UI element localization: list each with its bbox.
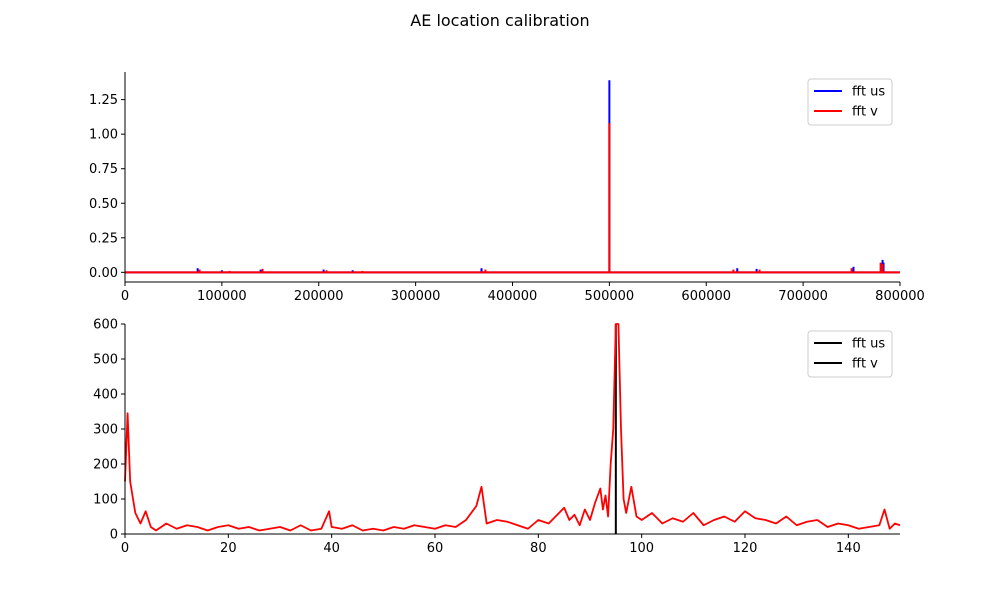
bottom-x-tick-label: 0 [121, 541, 129, 556]
bottom-y-tick-label: 100 [93, 493, 118, 508]
bottom-x-tick-label: 40 [323, 541, 340, 556]
top-x-tick-label: 300000 [391, 289, 441, 304]
top-chart-panel: 0 100000 200000 300000 400000 500000 600000 700… [89, 72, 925, 304]
top-y-tick-label: 0.75 [89, 162, 118, 177]
bottom-legend-label: fft us [852, 337, 885, 352]
top-x-tick-label: 800000 [875, 289, 925, 304]
top-y-tick-label: 0.25 [89, 231, 118, 246]
top-y-tick-label: 0.50 [89, 197, 118, 212]
top-y-tick-label: 1.25 [89, 93, 118, 108]
bottom-series-fft-v [124, 323, 901, 532]
bottom-series-line [124, 323, 901, 532]
bottom-x-tick-label: 80 [530, 541, 547, 556]
top-series-fft-v [125, 123, 900, 274]
bottom-y-tick-label: 200 [93, 458, 118, 473]
top-x-tick-label: 400000 [488, 289, 538, 304]
top-y-tick-label: 1.00 [89, 128, 118, 143]
top-y-tick-label: 0.00 [89, 266, 118, 281]
top-legend: fft us fft v [807, 78, 893, 126]
bottom-x-tick-label: 60 [427, 541, 444, 556]
top-legend-label: fft us [852, 85, 885, 100]
bottom-y-tick-label: 600 [93, 318, 118, 333]
top-x-tick-label: 500000 [585, 289, 635, 304]
top-legend-label: fft v [852, 105, 878, 120]
bottom-x-tick-label: 140 [836, 541, 861, 556]
bottom-y-tick-label: 400 [93, 388, 118, 403]
bottom-y-tick-label: 500 [93, 353, 118, 368]
top-x-tick-label: 600000 [681, 289, 731, 304]
top-x-tick-label: 100000 [197, 289, 247, 304]
bottom-legend-label: fft v [852, 357, 878, 372]
figure-title: AE location calibration [410, 11, 589, 30]
top-x-tick-label: 200000 [294, 289, 344, 304]
bottom-x-tick-label: 100 [629, 541, 654, 556]
bottom-y-tick-label: 300 [93, 423, 118, 438]
bottom-x-tick-label: 120 [733, 541, 758, 556]
bottom-chart-panel: 0 20 40 60 80 100 120 140 0 100 200 300 400 500 600 fft… [93, 318, 901, 556]
top-x-tick-label: 0 [121, 289, 129, 304]
bottom-legend: fft us fft v [807, 330, 893, 378]
bottom-x-tick-label: 20 [220, 541, 237, 556]
top-x-tick-label: 700000 [778, 289, 828, 304]
bottom-y-tick-label: 0 [110, 528, 118, 543]
